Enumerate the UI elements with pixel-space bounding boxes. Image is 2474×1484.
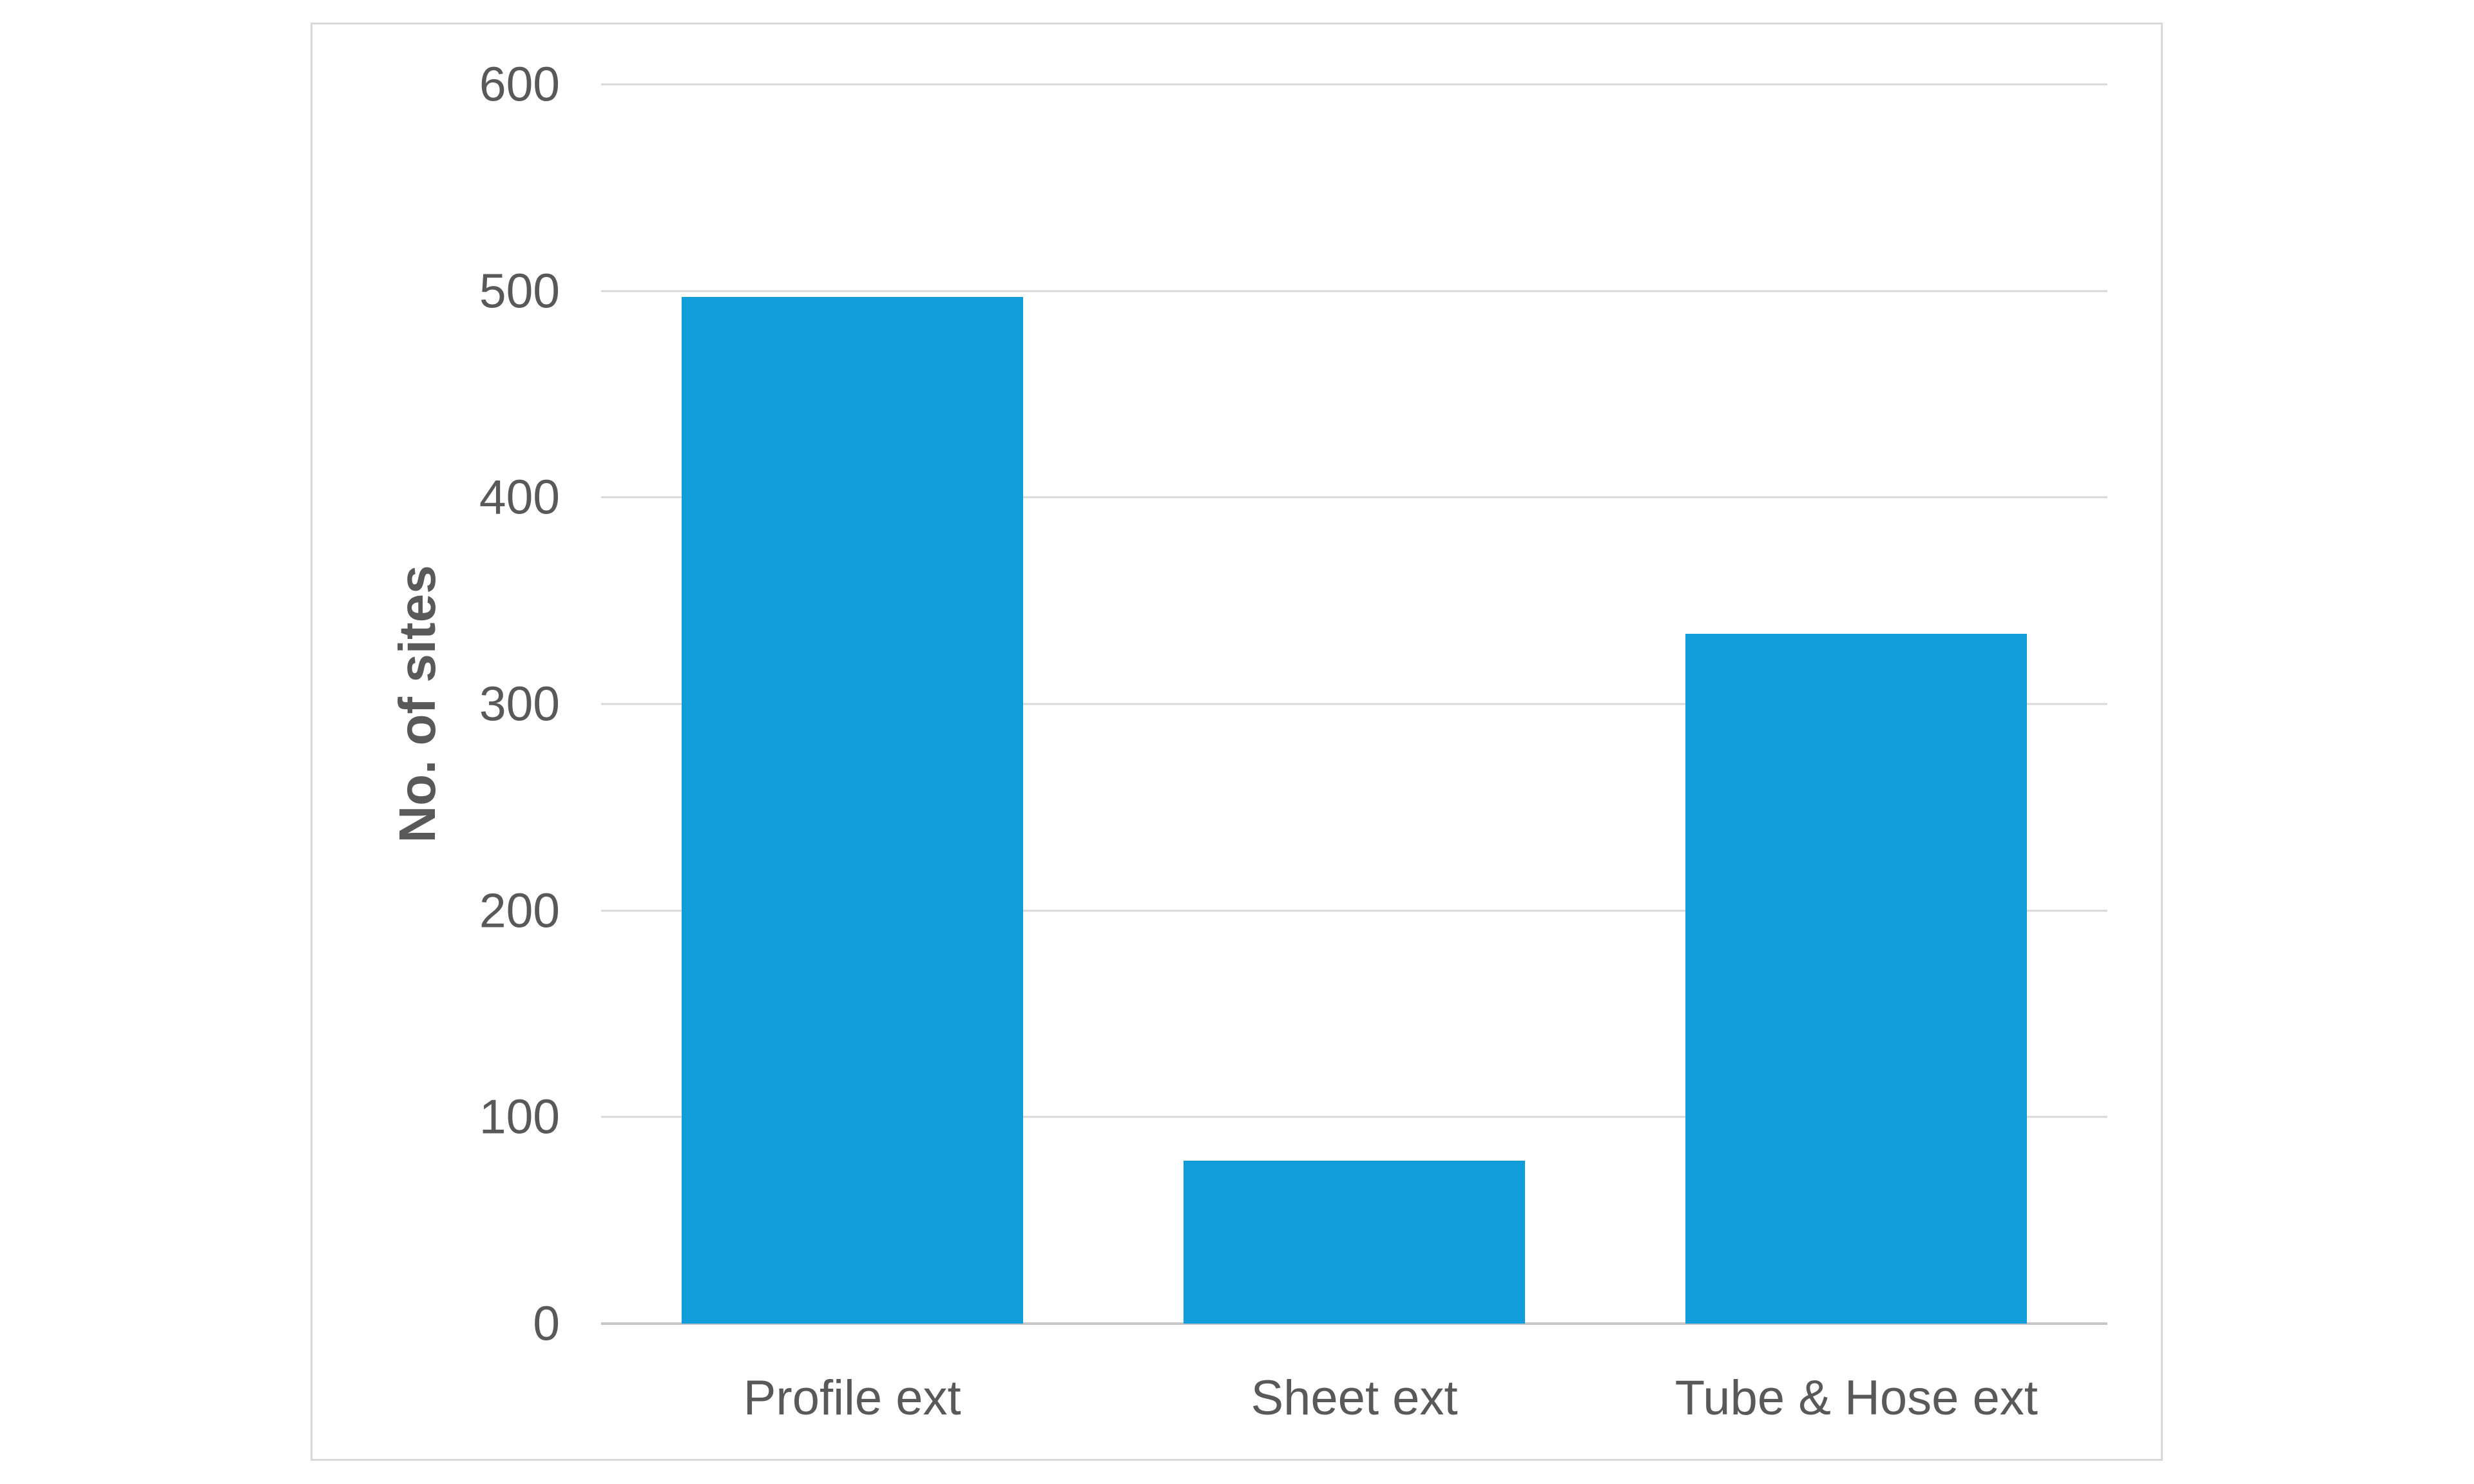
gridline-400 — [601, 496, 2107, 499]
gridline-200 — [601, 909, 2107, 912]
y-tick-label-500: 500 — [479, 263, 560, 318]
x-category-label-tube-hose-ext: Tube & Hose ext — [1674, 1371, 2038, 1425]
y-tick-label-0: 0 — [533, 1296, 560, 1351]
y-tick-label-300: 300 — [479, 676, 560, 731]
gridline-300 — [601, 703, 2107, 705]
bar-profile-ext — [681, 297, 1023, 1324]
y-tick-label-400: 400 — [479, 470, 560, 524]
y-tick-label-100: 100 — [479, 1089, 560, 1144]
y-tick-label-200: 200 — [479, 883, 560, 938]
chart-figure: No. of sites 0 100 200 300 400 500 600 Profile… — [311, 23, 2163, 1461]
y-axis-title: No. of sites — [388, 565, 446, 843]
y-tick-label-600: 600 — [479, 57, 560, 111]
bar-tube-hose-ext — [1685, 633, 2028, 1324]
plot-area: 0 100 200 300 400 500 600 Profile ext Sheet ext… — [479, 60, 2107, 1423]
gridline-500 — [601, 290, 2107, 292]
x-category-label-sheet-ext: Sheet ext — [1251, 1371, 1458, 1425]
x-category-label-profile-ext: Profile ext — [743, 1371, 961, 1425]
gridline-600 — [601, 83, 2107, 86]
gridline-100 — [601, 1116, 2107, 1118]
bar-sheet-ext — [1184, 1160, 1525, 1324]
x-axis-line — [601, 1322, 2107, 1325]
